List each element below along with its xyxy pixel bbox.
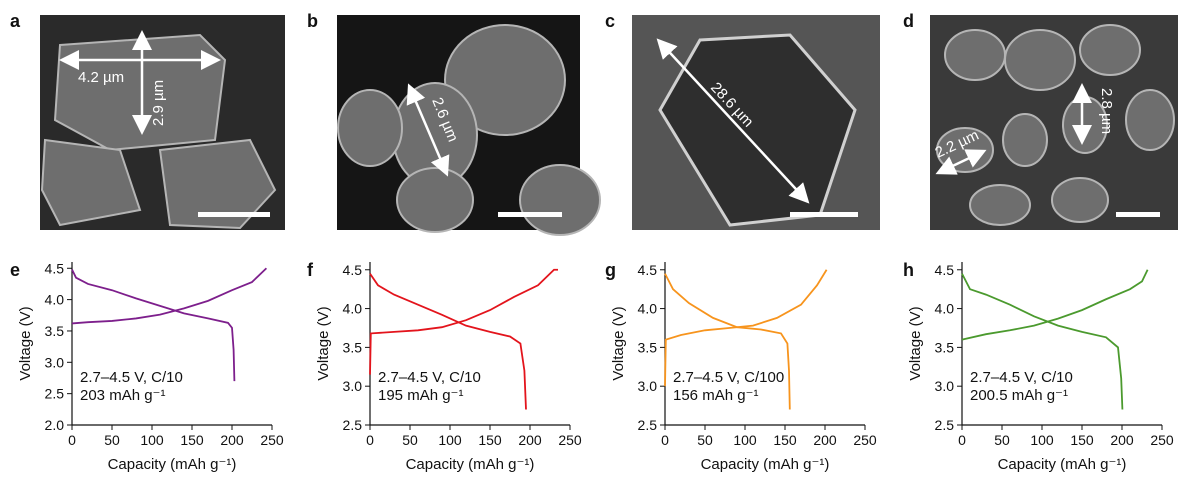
panel-label: b <box>307 11 318 31</box>
y-axis-title: Voltage (V) <box>17 306 34 380</box>
voltage-curve <box>72 268 266 323</box>
image-annotation: 2.8 µm <box>1098 88 1115 134</box>
x-tick-label: 150 <box>478 432 502 448</box>
x-tick-label: 50 <box>402 432 418 448</box>
y-tick-label: 3.0 <box>343 378 363 394</box>
x-tick-label: 250 <box>1150 432 1174 448</box>
x-tick-label: 0 <box>68 432 76 448</box>
annotation: 200.5 mAh g⁻¹ <box>970 387 1068 404</box>
y-tick-label: 3.5 <box>45 323 65 339</box>
y-tick-label: 3.0 <box>638 378 658 394</box>
panel-label: a <box>10 11 21 31</box>
y-tick-label: 4.5 <box>45 260 65 276</box>
x-tick-label: 150 <box>773 432 797 448</box>
x-tick-label: 200 <box>518 432 542 448</box>
y-axis-title: Voltage (V) <box>610 306 627 380</box>
y-tick-label: 4.5 <box>935 262 955 278</box>
y-tick-label: 4.5 <box>638 262 658 278</box>
sem-image-d: 2.8 µm 2.2 µm <box>930 15 1178 230</box>
x-tick-label: 150 <box>180 432 204 448</box>
panel-label: d <box>903 11 914 31</box>
annotation: 2.7–4.5 V, C/10 <box>378 369 481 386</box>
panel-label: e <box>10 260 20 280</box>
y-tick-label: 4.5 <box>343 262 363 278</box>
voltage-curve <box>962 270 1148 340</box>
panel-label: h <box>903 260 914 280</box>
x-tick-label: 150 <box>1070 432 1094 448</box>
y-tick-label: 3.0 <box>45 354 65 370</box>
x-tick-label: 100 <box>1030 432 1054 448</box>
panel-label: c <box>605 11 615 31</box>
sem-image-c: 28.6 µm <box>632 15 880 230</box>
sem-image-b: 2.6 µm <box>337 15 600 235</box>
x-tick-label: 200 <box>813 432 837 448</box>
y-tick-label: 4.0 <box>935 301 955 317</box>
y-tick-label: 2.0 <box>45 417 65 433</box>
x-tick-label: 50 <box>994 432 1010 448</box>
y-tick-label: 4.0 <box>45 292 65 308</box>
figure: 4.2 µm 2.9 µm a 2.6 µm b 28.6 µm c <box>0 0 1179 475</box>
y-axis-title: Voltage (V) <box>907 306 924 380</box>
annotation: 156 mAh g⁻¹ <box>673 387 758 404</box>
panel-label: g <box>605 260 616 280</box>
annotation: 203 mAh g⁻¹ <box>80 387 165 404</box>
x-tick-label: 0 <box>661 432 669 448</box>
image-annotation: 2.9 µm <box>150 80 167 126</box>
x-axis-title: Capacity (mAh g⁻¹) <box>108 456 237 473</box>
x-tick-label: 50 <box>697 432 713 448</box>
image-annotation: 4.2 µm <box>78 69 124 86</box>
y-tick-label: 2.5 <box>638 417 658 433</box>
x-axis-title: Capacity (mAh g⁻¹) <box>406 456 535 473</box>
panel-label: f <box>307 260 314 280</box>
voltage-curve <box>370 270 558 375</box>
y-tick-label: 3.5 <box>638 339 658 355</box>
x-tick-label: 0 <box>958 432 966 448</box>
x-tick-label: 100 <box>140 432 164 448</box>
y-tick-label: 2.5 <box>935 417 955 433</box>
x-tick-label: 200 <box>1110 432 1134 448</box>
y-axis-title: Voltage (V) <box>315 306 332 380</box>
x-tick-label: 250 <box>260 432 284 448</box>
y-tick-label: 2.5 <box>343 417 363 433</box>
x-tick-label: 100 <box>438 432 462 448</box>
sem-image-a: 4.2 µm 2.9 µm <box>40 15 285 230</box>
x-tick-label: 0 <box>366 432 374 448</box>
x-tick-label: 250 <box>558 432 582 448</box>
voltage-curve <box>72 270 234 382</box>
y-tick-label: 3.5 <box>935 339 955 355</box>
x-axis-title: Capacity (mAh g⁻¹) <box>701 456 830 473</box>
x-tick-label: 250 <box>853 432 877 448</box>
annotation: 2.7–4.5 V, C/10 <box>80 369 183 386</box>
x-tick-label: 200 <box>220 432 244 448</box>
x-axis-title: Capacity (mAh g⁻¹) <box>998 456 1127 473</box>
annotation: 2.7–4.5 V, C/10 <box>970 369 1073 386</box>
x-tick-label: 50 <box>104 432 120 448</box>
y-tick-label: 2.5 <box>45 386 65 402</box>
y-tick-label: 4.0 <box>343 301 363 317</box>
y-tick-label: 4.0 <box>638 301 658 317</box>
y-tick-label: 3.0 <box>935 378 955 394</box>
x-tick-label: 100 <box>733 432 757 448</box>
y-tick-label: 3.5 <box>343 339 363 355</box>
annotation: 195 mAh g⁻¹ <box>378 387 463 404</box>
annotation: 2.7–4.5 V, C/100 <box>673 369 784 386</box>
